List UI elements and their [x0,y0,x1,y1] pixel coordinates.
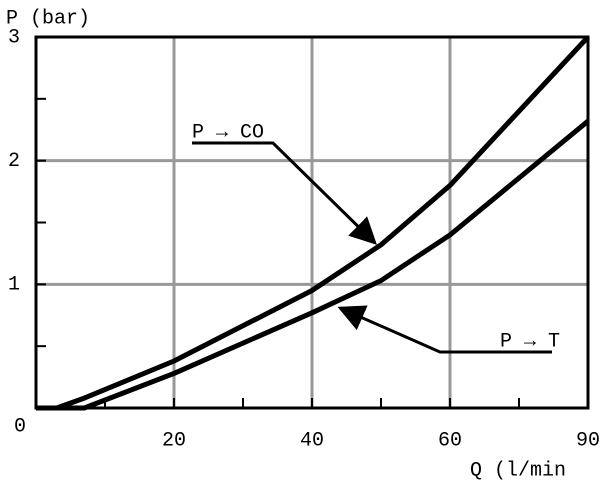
y-tick-label: 2 [8,150,20,173]
y-axis-label: P (bar) [6,7,90,30]
series-label: P → CO [192,121,264,144]
x-tick-label: 20 [162,429,186,452]
x-tick-label: 60 [438,429,462,452]
x-tick-label: 90 [576,429,600,452]
x-axis-label: Q (l/min [470,459,566,482]
series-label: P → T [500,330,560,353]
y-tick-label: 3 [8,26,20,49]
y-tick-label: 0 [14,415,26,438]
annotation-leader [337,305,552,354]
y-tick-label: 1 [8,274,20,297]
annotation-leader [192,141,377,245]
x-tick-label: 40 [300,429,324,452]
